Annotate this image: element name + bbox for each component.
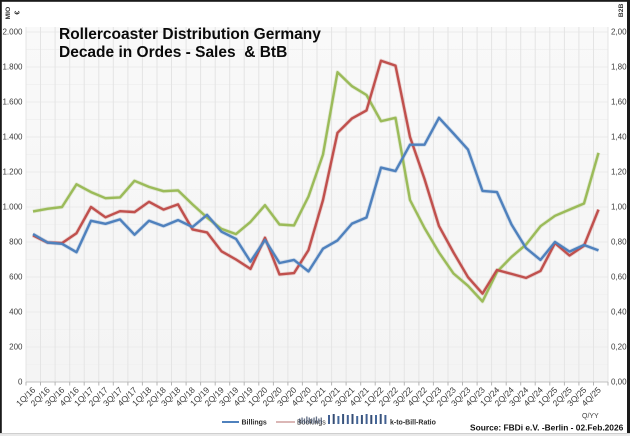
svg-text:1,40: 1,40 [611, 132, 627, 141]
svg-text:1.000: 1.000 [2, 202, 23, 211]
svg-text:MIO: MIO [5, 7, 12, 20]
svg-text:600: 600 [9, 272, 23, 281]
svg-text:Q/YY: Q/YY [582, 413, 599, 420]
svg-text:1.600: 1.600 [2, 97, 23, 106]
svg-text:1.200: 1.200 [2, 167, 23, 176]
svg-text:800: 800 [9, 237, 23, 246]
svg-text:1,00: 1,00 [611, 202, 627, 211]
svg-text:0,60: 0,60 [611, 272, 627, 281]
svg-text:1,80: 1,80 [611, 62, 627, 71]
svg-text:0,80: 0,80 [611, 237, 627, 246]
svg-text:200: 200 [9, 342, 23, 351]
svg-text:0,20: 0,20 [611, 342, 627, 351]
svg-text:Rollercoaster Distribution Ger: Rollercoaster Distribution Germany [59, 26, 321, 43]
svg-text:1,20: 1,20 [611, 167, 627, 176]
svg-text:B2B: B2B [618, 4, 625, 18]
svg-text:€: € [14, 11, 21, 15]
svg-text:1.400: 1.400 [2, 132, 23, 141]
svg-text:Source: FBDi e.V. -Berlin - 02: Source: FBDi e.V. -Berlin - 02.Feb.2026 [470, 423, 624, 433]
svg-text:2,00: 2,00 [611, 27, 627, 36]
svg-text:Billings: Billings [242, 420, 267, 427]
svg-text:Decade in Ordes - Sales & BtB: Decade in Ordes - Sales & BtB [59, 44, 287, 61]
svg-text:k-to-Bill-Ratio: k-to-Bill-Ratio [390, 420, 436, 427]
svg-text:1.800: 1.800 [2, 62, 23, 71]
svg-text:0: 0 [18, 377, 23, 386]
svg-text:2.000: 2.000 [2, 27, 23, 36]
svg-text:1,60: 1,60 [611, 97, 627, 106]
svg-text:0,40: 0,40 [611, 307, 627, 316]
svg-text:400: 400 [9, 307, 23, 316]
svg-text:0,00: 0,00 [611, 377, 627, 386]
